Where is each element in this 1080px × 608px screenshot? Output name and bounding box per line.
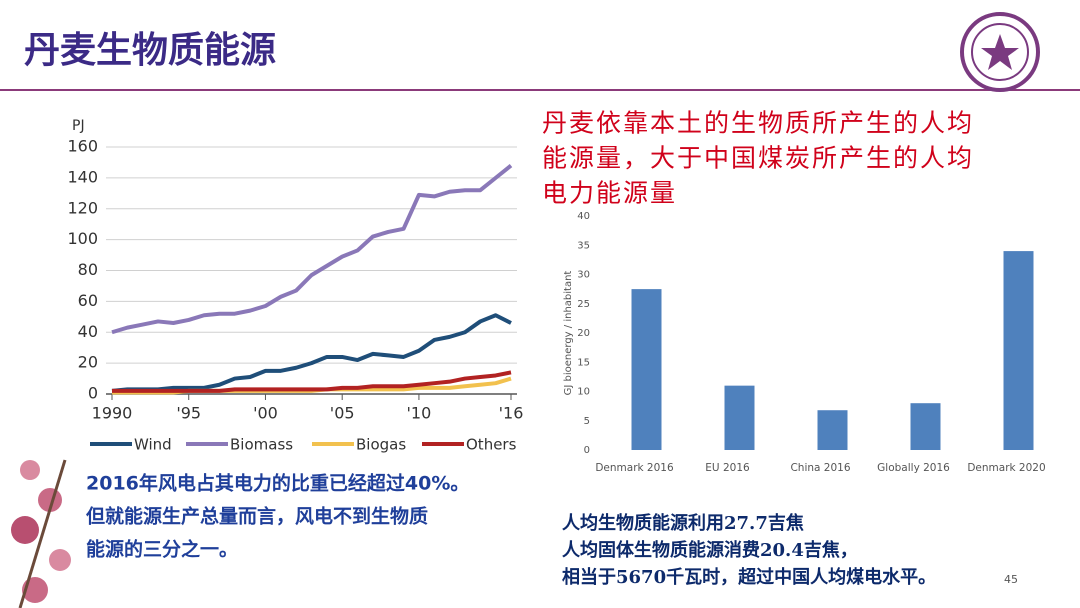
legend-label: Wind [134, 436, 172, 454]
x-tick-label: '16 [499, 404, 524, 423]
x-tick-label: '10 [407, 404, 432, 423]
petal [20, 460, 40, 480]
series-line [111, 313, 512, 393]
x-tick-label: China 2016 [790, 462, 850, 474]
bar [631, 289, 662, 450]
y-tick-label: 140 [67, 167, 98, 186]
page-number: 45 [1004, 573, 1018, 586]
petal [49, 549, 71, 571]
y-unit: PJ [72, 118, 85, 134]
logo-star [981, 34, 1019, 70]
x-tick-label: Denmark 2020 [967, 462, 1045, 474]
y-tick-label: 0 [584, 445, 590, 456]
legend-label: Others [466, 436, 517, 454]
red-note-line: 丹麦依靠本土的生物质所产生的人均 [542, 109, 974, 138]
x-tick-label: EU 2016 [705, 462, 750, 474]
bar [724, 385, 755, 450]
slide-title: 丹麦生物质能源 [24, 30, 276, 71]
y-tick-label: 160 [67, 137, 98, 156]
petal [11, 516, 39, 544]
y-tick-label: 25 [577, 299, 590, 310]
y-tick-label: 10 [577, 387, 590, 398]
bar [1003, 251, 1034, 450]
flower-decoration [11, 459, 71, 608]
bar [910, 403, 941, 450]
left-note-line: 2016年风电占其电力的比重已经超过40%。 [86, 472, 469, 495]
y-tick-label: 15 [577, 357, 590, 368]
y-tick-label: 60 [78, 291, 98, 310]
red-note-line: 能源量，大于中国煤炭所产生的人均 [542, 144, 974, 173]
y-tick-label: 35 [577, 240, 590, 251]
series-line [111, 163, 513, 335]
y-axis-label: GJ bioenergy / inhabitant [563, 271, 574, 396]
left-note-line: 能源的三分之一。 [86, 538, 238, 561]
y-tick-label: 80 [78, 260, 98, 279]
bottom-note-line: 人均生物质能源利用27.7吉焦 [562, 512, 804, 534]
logo-inner [971, 23, 1029, 81]
x-tick-label: '95 [176, 404, 201, 423]
logo [960, 12, 1040, 92]
bottom-note-line: 相当于5670千瓦时，超过中国人均煤电水平。 [562, 566, 936, 588]
legend-label: Biogas [356, 436, 406, 454]
y-tick-label: 0 [88, 384, 98, 403]
x-tick-label: 1990 [92, 404, 133, 423]
legend-label: Biomass [230, 436, 293, 454]
y-tick-label: 30 [577, 270, 590, 281]
y-tick-label: 100 [67, 229, 98, 248]
x-tick-label: '00 [253, 404, 278, 423]
notes: 丹麦依靠本土的生物质所产生的人均能源量，大于中国煤炭所产生的人均电力能源量201… [86, 109, 1018, 589]
y-tick-label: 40 [78, 322, 98, 341]
y-tick-label: 120 [67, 198, 98, 217]
bottom-note-line: 人均固体生物质能源消费20.4吉焦， [562, 539, 858, 561]
red-note-line: 电力能源量 [542, 179, 677, 208]
left-note-line: 但就能源生产总量而言，风电不到生物质 [86, 505, 428, 528]
x-tick-label: Denmark 2016 [595, 462, 674, 474]
y-tick-label: 5 [584, 416, 590, 427]
y-tick-label: 40 [577, 211, 590, 222]
logo-ring [960, 12, 1040, 92]
x-tick-label: '05 [330, 404, 355, 423]
series-line [112, 370, 512, 393]
branch [18, 459, 67, 608]
y-tick-label: 20 [577, 328, 590, 339]
bar [817, 410, 848, 450]
x-tick-label: Globally 2016 [877, 462, 950, 474]
y-tick-label: 20 [78, 353, 98, 372]
